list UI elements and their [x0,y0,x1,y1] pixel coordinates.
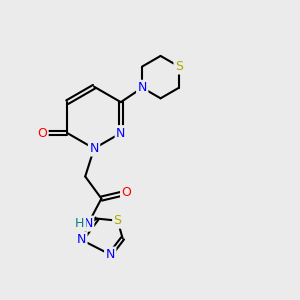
Text: N: N [83,217,93,230]
Text: O: O [37,127,47,140]
Text: S: S [175,60,183,73]
Text: N: N [137,81,147,94]
Text: N: N [106,248,115,261]
Text: N: N [89,142,99,155]
Text: N: N [77,233,86,246]
Text: O: O [122,186,131,199]
Text: S: S [114,214,122,227]
Text: H: H [75,217,85,230]
Text: N: N [116,127,125,140]
